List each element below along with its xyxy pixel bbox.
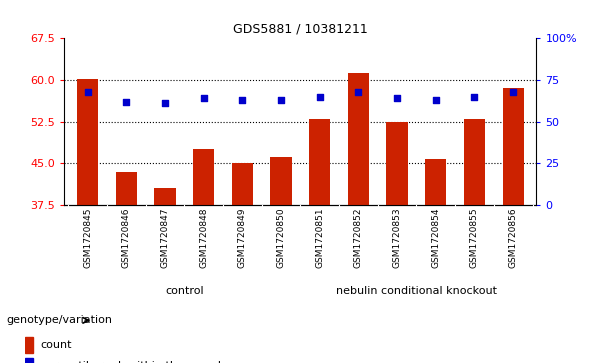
Point (508, 89, 518, 94)
Point (276, 97, 286, 103)
Bar (77, 79, 98, 205)
Bar (386, 122, 408, 205)
Text: GSM1720853: GSM1720853 (392, 207, 402, 268)
Point (470, 94, 479, 99)
Text: GSM1720855: GSM1720855 (470, 207, 479, 268)
Text: count: count (40, 340, 72, 350)
Text: GSM1720852: GSM1720852 (354, 207, 363, 268)
Point (160, 100, 170, 106)
Text: GSM1720848: GSM1720848 (199, 207, 208, 268)
Text: GSM1720850: GSM1720850 (276, 207, 286, 268)
Point (199, 95, 208, 101)
Bar (232, 163, 253, 205)
Text: genotype/variation: genotype/variation (6, 315, 112, 325)
Text: GSM1720847: GSM1720847 (161, 207, 169, 268)
Bar (116, 172, 137, 205)
Text: percentile rank within the sample: percentile rank within the sample (40, 361, 228, 363)
Bar (270, 157, 292, 205)
Point (392, 95, 402, 101)
Bar (154, 188, 175, 205)
Text: nebulin conditional knockout: nebulin conditional knockout (336, 286, 497, 296)
Point (83, 89, 93, 94)
Bar (464, 119, 485, 205)
Point (354, 89, 364, 94)
Bar (425, 159, 446, 205)
Text: GSM1720854: GSM1720854 (432, 207, 440, 268)
Point (315, 94, 325, 99)
Text: GSM1720845: GSM1720845 (83, 207, 92, 268)
Bar (25, 337, 33, 352)
Bar (309, 119, 330, 205)
Bar (348, 73, 369, 205)
Title: GDS5881 / 10381211: GDS5881 / 10381211 (233, 23, 368, 36)
Text: GSM1720849: GSM1720849 (238, 207, 247, 268)
Bar (193, 150, 215, 205)
Text: control: control (165, 286, 204, 296)
Point (237, 97, 247, 103)
Text: GSM1720851: GSM1720851 (315, 207, 324, 268)
Text: GSM1720846: GSM1720846 (122, 207, 131, 268)
Point (431, 97, 441, 103)
Text: GSM1720856: GSM1720856 (509, 207, 517, 268)
Bar (25, 358, 33, 363)
Point (121, 99, 131, 105)
Bar (503, 88, 524, 205)
